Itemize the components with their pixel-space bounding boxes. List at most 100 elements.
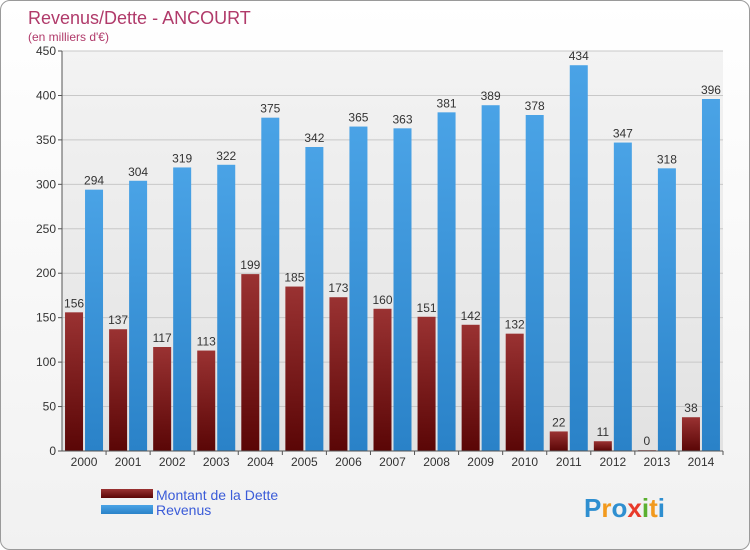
x-tick-label: 2001 [115,455,142,469]
bar-revenus [173,167,192,451]
legend: Montant de la Dette Revenus [101,487,278,518]
bar-debt [285,286,304,451]
y-tick-label: 250 [36,222,56,236]
plot-area [62,51,723,451]
x-tick-label: 2012 [599,455,626,469]
bar-debt-value-label: 132 [505,318,525,332]
bar-debt [197,350,216,451]
bar-revenus-value-label: 365 [348,111,368,125]
bar-revenus-value-label: 389 [481,89,501,103]
bar-revenus [613,142,632,452]
x-tick-label: 2008 [423,455,450,469]
bar-revenus [393,128,412,451]
y-tick-label: 450 [36,44,56,58]
legend-label-revenus: Revenus [156,502,211,518]
bar-revenus-value-label: 342 [304,131,324,145]
bar-debt-value-label: 117 [153,331,172,345]
bar-debt [417,316,436,451]
bar-revenus-value-label: 347 [613,127,633,141]
bar-debt-value-label: 160 [372,293,392,307]
y-tick-label: 200 [36,266,56,280]
bar-debt-value-label: 173 [328,281,348,295]
bar-revenus [217,164,236,451]
bar-debt-value-label: 137 [108,313,128,327]
bar-revenus-value-label: 304 [128,165,148,179]
svg-text:Proxiti: Proxiti [584,493,665,523]
bar-revenus-value-label: 319 [172,151,192,165]
x-tick-label: 2011 [556,455,582,469]
bar-debt [593,441,612,451]
bar-revenus [437,112,456,451]
legend-swatch-revenus [101,505,153,514]
bars-group: 156 294 137 304 117 319 113 322 199 375 185 342 173 3… [64,49,721,452]
legend-swatch-debt [101,489,153,498]
y-tick-label: 0 [49,444,56,458]
x-tick-label: 2010 [511,455,538,469]
bar-debt-value-label: 156 [64,296,84,310]
x-tick-label: 2003 [203,455,230,469]
y-tick-label: 300 [36,177,56,191]
y-tick-label: 400 [36,88,56,102]
bar-debt [505,333,524,451]
x-tick-label: 2014 [688,455,715,469]
legend-label-debt: Montant de la Dette [156,487,278,503]
x-tick-label: 2009 [467,455,494,469]
bar-debt [329,297,348,451]
bar-revenus-value-label: 375 [260,102,280,116]
bar-debt [549,431,568,451]
bar-revenus [481,105,500,451]
bar-revenus-value-label: 294 [84,174,104,188]
bar-revenus-value-label: 396 [701,83,721,97]
bar-debt-value-label: 142 [461,309,481,323]
x-tick-label: 2004 [247,455,274,469]
x-axis: 2000 2001 2002 2003 2004 2005 2006 2007 2008 2009… [62,450,724,469]
bar-revenus [569,65,588,451]
bar-revenus-value-label: 318 [657,152,677,166]
bar-debt-value-label: 0 [644,434,651,448]
x-tick-label: 2007 [379,455,406,469]
chart-title: Revenus/Dette - ANCOURT [28,8,251,28]
bar-revenus-value-label: 378 [525,99,545,113]
bar-revenus [525,115,544,451]
y-axis: 0 50 100 150 200 250 300 350 400 450 [36,44,63,458]
bar-debt-value-label: 113 [197,335,216,349]
bar-debt-value-label: 185 [284,271,304,285]
bar-debt [461,324,480,451]
bar-debt-value-label: 199 [240,258,260,272]
x-tick-label: 2013 [644,455,671,469]
bar-revenus [349,126,368,452]
bar-debt-value-label: 38 [684,401,698,415]
y-tick-label: 100 [36,355,56,369]
bar-revenus [129,180,148,451]
bar-debt-value-label: 151 [417,301,437,315]
bar-revenus [85,189,104,451]
bar-revenus [305,147,324,451]
x-tick-label: 2005 [291,455,318,469]
bar-debt-value-label: 22 [552,415,566,429]
y-tick-label: 150 [36,311,56,325]
y-tick-label: 50 [43,400,57,414]
bar-revenus-value-label: 381 [437,96,457,110]
bar-revenus-value-label: 434 [569,49,589,63]
gridlines [62,50,723,452]
bar-revenus [701,99,720,451]
bar-debt-value-label: 11 [597,425,610,439]
bar-revenus-value-label: 322 [216,149,236,163]
bar-debt [153,347,172,451]
y-tick-label: 350 [36,133,56,147]
x-tick-label: 2002 [159,455,186,469]
bar-revenus-value-label: 363 [392,112,412,126]
bar-revenus [657,168,676,452]
bar-debt [373,308,392,451]
bar-revenus [261,117,280,452]
x-tick-label: 2006 [335,455,362,469]
x-tick-label: 2000 [71,455,98,469]
bar-debt [241,274,260,451]
chart-subtitle: (en milliers d'€) [28,30,109,44]
proxiti-logo: Proxiti [584,493,665,523]
bar-debt [681,417,700,451]
bar-debt [65,312,84,451]
bar-debt [109,329,128,451]
